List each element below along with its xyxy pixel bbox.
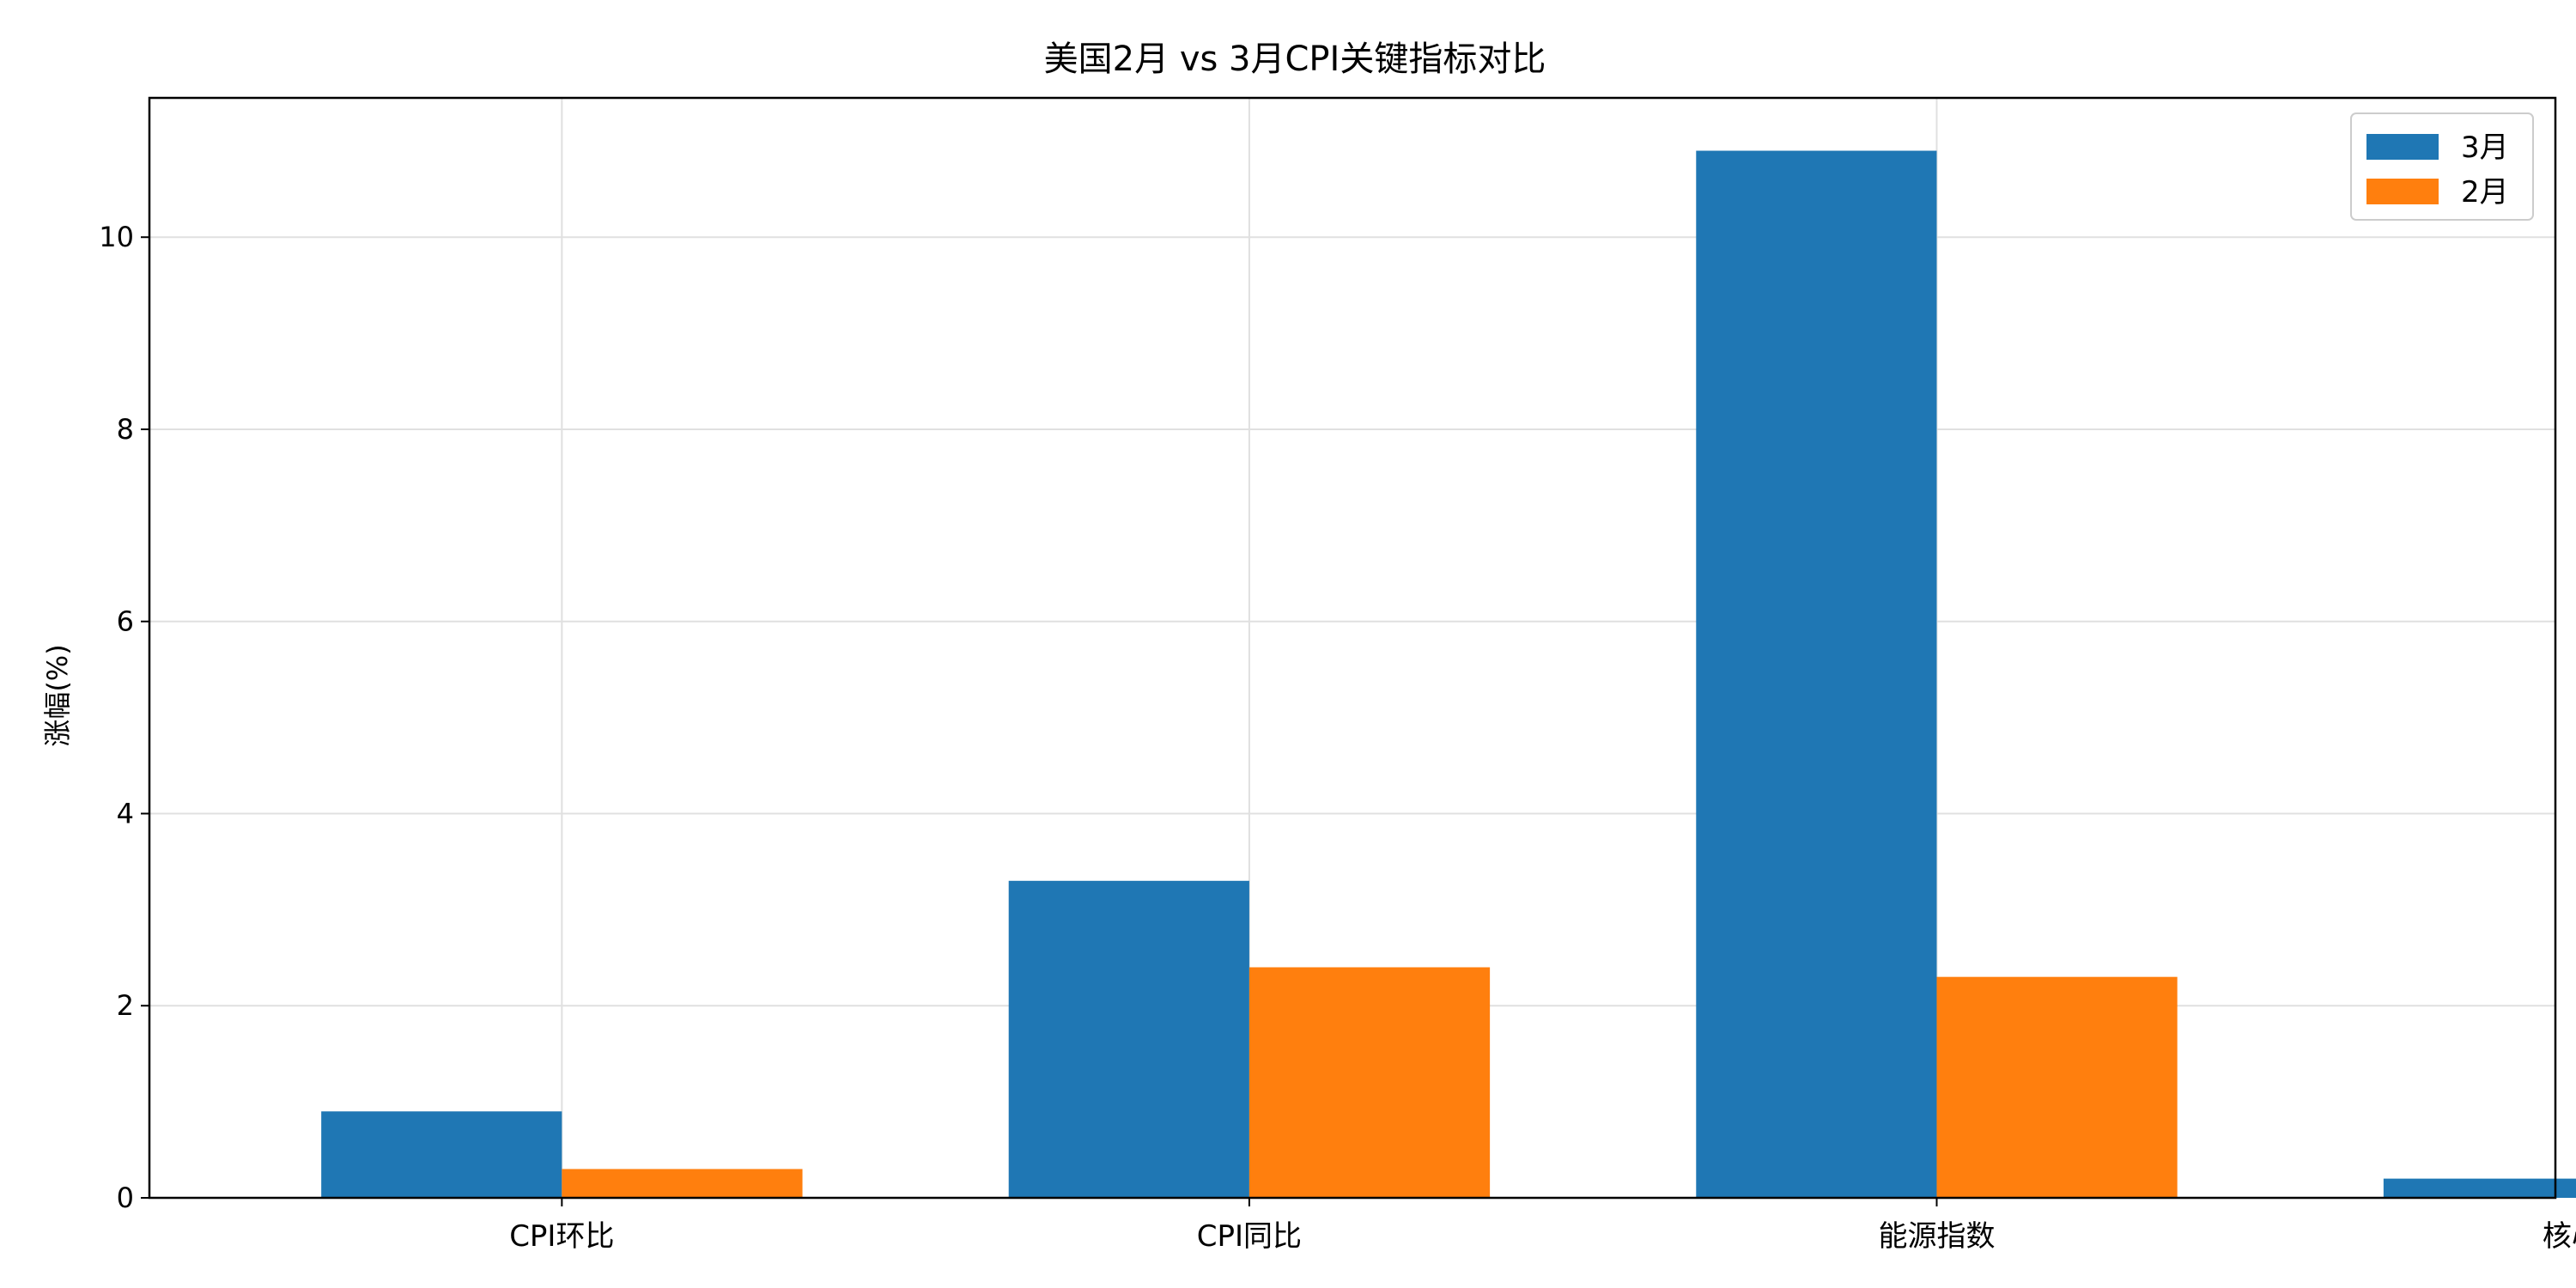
bar: [1008, 880, 1249, 1198]
legend-label: 2月: [2461, 175, 2509, 210]
legend-swatch: [2366, 179, 2439, 204]
bar: [321, 1111, 562, 1198]
bar: [1696, 150, 1937, 1199]
chart-title: 美国2月 vs 3月CPI关键指标对比: [1044, 39, 1546, 79]
legend-label: 3月: [2461, 131, 2509, 165]
y-tick-label: 6: [117, 605, 134, 638]
x-tick-label: 核心CPI环比: [2543, 1219, 2576, 1254]
bar: [1936, 976, 2178, 1198]
y-tick-label: 10: [99, 221, 134, 253]
bar: [2383, 1178, 2576, 1198]
y-tick-label: 8: [117, 413, 134, 446]
y-axis-label: 涨幅(%): [41, 644, 74, 746]
bar: [1249, 967, 1491, 1198]
plot-frame: [148, 96, 2557, 1200]
x-tick-label: CPI同比: [1197, 1219, 1302, 1254]
axes: 0 2 4 6 8 10 CPI环比 CPI同比 能源指数 核心CPI环比: [99, 96, 2576, 1254]
y-tick-label: 0: [117, 1182, 134, 1214]
y-tick-label: 2: [117, 989, 134, 1022]
x-tick-label: CPI环比: [509, 1219, 614, 1254]
bar: [562, 1169, 803, 1198]
x-tick-label: 能源指数: [1878, 1219, 1995, 1254]
bars: [321, 150, 2576, 1199]
y-tick-label: 4: [117, 797, 134, 829]
legend-swatch: [2366, 134, 2439, 160]
